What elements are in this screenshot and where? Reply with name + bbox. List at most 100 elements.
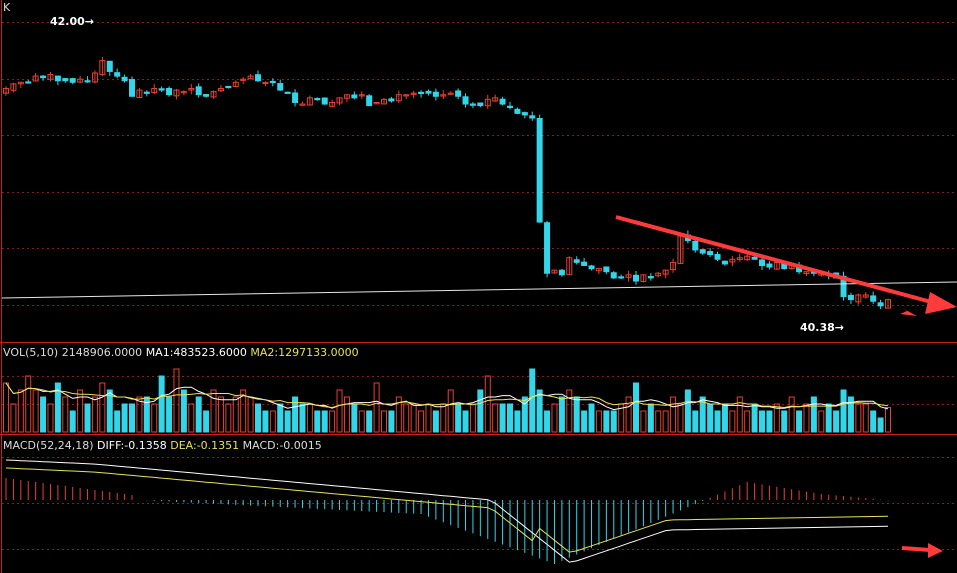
support-line [1, 281, 957, 299]
candle-body [277, 83, 284, 91]
volume-bar [529, 368, 536, 433]
volume-bar [381, 410, 387, 433]
volume-ma1-line [5, 382, 889, 411]
volume-bar [10, 403, 17, 433]
trend-arrow-line [615, 215, 936, 305]
volume-bar [714, 410, 721, 433]
volume-bar [521, 396, 528, 433]
volume-bar [47, 403, 54, 433]
small-arrow-icon [900, 308, 917, 316]
volume-bar [818, 410, 825, 433]
volume-bar [833, 410, 840, 433]
volume-bar [373, 382, 380, 433]
candle-body [581, 261, 588, 266]
candle-body [573, 259, 580, 263]
volume-bar [647, 403, 654, 433]
volume-bar [99, 382, 106, 433]
volume-bar [573, 396, 580, 433]
candle-body [862, 294, 869, 298]
candle-body [321, 97, 328, 105]
volume-bar [173, 368, 180, 433]
candle-body [855, 294, 862, 303]
candle-body [418, 91, 425, 95]
candle-body [618, 276, 625, 279]
candle-body [255, 74, 261, 82]
candle-body [425, 90, 432, 94]
candle-body [507, 105, 513, 108]
volume-bar [17, 389, 24, 433]
candle-body [173, 89, 180, 97]
candle-body [640, 274, 647, 282]
volume-bar [781, 410, 788, 433]
volume-bar [670, 396, 677, 433]
candle-body [558, 269, 565, 276]
candle-body [373, 101, 380, 105]
macd-dea: DEA:-0.1351 [170, 439, 240, 452]
candle-body [91, 72, 98, 83]
candle-body [195, 86, 202, 96]
volume-bar [54, 382, 61, 433]
volume-bar [247, 396, 254, 433]
macd-value: MACD:-0.0015 [242, 439, 322, 452]
volume-bar [477, 389, 484, 433]
volume-bar [840, 389, 847, 433]
volume-bar [106, 389, 113, 433]
candle-body [10, 83, 17, 91]
candle-body [595, 268, 602, 272]
candle-body [744, 255, 751, 261]
volume-bar [640, 410, 647, 433]
candle-body [299, 103, 306, 106]
volume-bar [751, 403, 758, 433]
volume-bar [440, 403, 447, 433]
volume-bar [425, 403, 432, 433]
volume-bar [232, 396, 239, 433]
candle-body [469, 103, 476, 106]
volume-bar [314, 410, 321, 433]
volume-bar [507, 403, 513, 433]
volume-bar [195, 396, 202, 433]
candle-body [447, 92, 454, 95]
volume-bar [684, 389, 691, 433]
volume-bar [69, 410, 76, 433]
candle-body [766, 263, 773, 268]
candle-body [188, 88, 195, 91]
candle-body [544, 222, 551, 274]
candle-body [499, 98, 506, 105]
macd-diff: DIFF:-0.1358 [97, 439, 167, 452]
candle-body [203, 93, 210, 97]
volume-bar [343, 396, 350, 433]
volume-bar [25, 375, 32, 433]
candle-body [3, 88, 9, 94]
candlestick-series [3, 56, 891, 310]
volume-bar [692, 410, 699, 433]
candle-body [292, 92, 299, 103]
candle-body [40, 75, 47, 79]
candle-body [343, 94, 350, 99]
volume-bar [336, 389, 343, 433]
volume-bar [729, 410, 736, 433]
volume-bar [395, 396, 402, 433]
candle-body [692, 240, 699, 251]
macd-arrow-line [901, 546, 931, 552]
volume-bar [662, 410, 669, 433]
volume-bar [151, 403, 158, 433]
volume-ma2-line [5, 382, 889, 409]
volume-bar [136, 396, 143, 433]
candle-body [54, 75, 61, 82]
volume-bar [225, 403, 232, 433]
volume-bar [625, 396, 632, 433]
volume-bar [292, 396, 299, 433]
candle-body [440, 94, 447, 97]
candle-body [25, 81, 32, 84]
candle-body [662, 269, 669, 275]
volume-bar [581, 410, 588, 433]
candle-body [395, 94, 402, 102]
volume-bar [603, 410, 610, 433]
candle-body [210, 91, 217, 98]
candle-body [17, 81, 24, 85]
volume-bar [180, 389, 187, 433]
candle-body [262, 81, 269, 85]
candle-body [32, 75, 39, 82]
volume-bar [91, 396, 98, 433]
